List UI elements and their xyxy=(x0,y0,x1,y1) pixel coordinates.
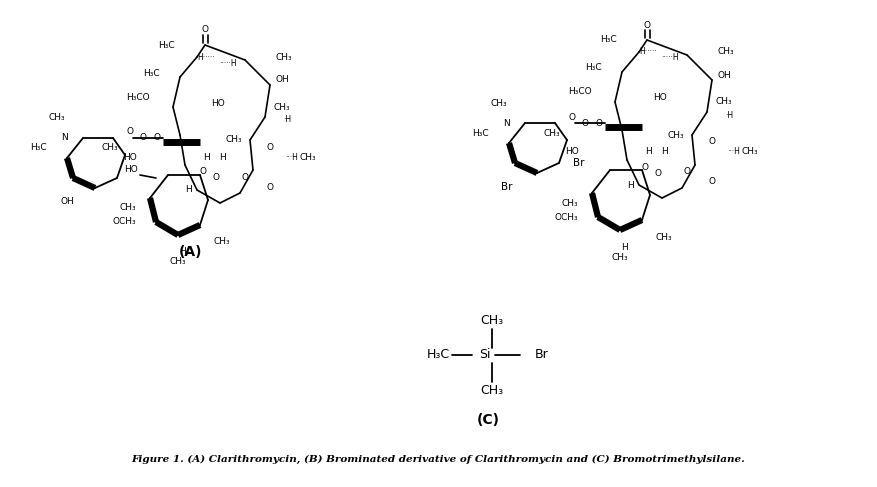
Text: H₃C: H₃C xyxy=(31,144,47,152)
Text: CH₃: CH₃ xyxy=(655,232,672,242)
Text: O: O xyxy=(568,112,575,121)
Text: CH₃: CH₃ xyxy=(561,199,578,207)
Text: CH₃: CH₃ xyxy=(742,148,759,156)
Text: O: O xyxy=(654,169,661,177)
Text: H: H xyxy=(185,186,191,194)
Text: CH₃: CH₃ xyxy=(481,314,503,326)
Text: H₃C: H₃C xyxy=(427,349,450,361)
Text: H: H xyxy=(645,148,652,156)
Text: O: O xyxy=(212,173,219,183)
Text: Br: Br xyxy=(502,182,513,192)
Text: H₃C: H₃C xyxy=(159,40,175,50)
Text: HO: HO xyxy=(211,98,225,108)
Text: ·····H: ·····H xyxy=(219,58,237,68)
Text: CH₃: CH₃ xyxy=(300,152,317,162)
Text: N: N xyxy=(503,118,510,128)
Text: O: O xyxy=(153,133,160,143)
Text: CH₃: CH₃ xyxy=(491,98,507,108)
Text: H₃CO: H₃CO xyxy=(568,88,592,96)
Text: H₃C: H₃C xyxy=(143,69,160,77)
Text: O: O xyxy=(581,118,588,128)
Text: CH₃: CH₃ xyxy=(273,102,289,112)
Text: ···H: ···H xyxy=(285,152,298,162)
Text: H·····: H····· xyxy=(639,48,657,56)
Text: Br: Br xyxy=(574,158,585,168)
Text: N: N xyxy=(61,133,68,143)
Text: O: O xyxy=(241,172,248,182)
Text: CH₃: CH₃ xyxy=(101,144,118,152)
Text: H₃CO: H₃CO xyxy=(126,93,150,101)
Text: CH₃: CH₃ xyxy=(169,258,186,266)
Text: ···H: ···H xyxy=(727,148,740,156)
Text: HO: HO xyxy=(566,148,579,156)
Text: H: H xyxy=(180,247,187,257)
Text: CH₃: CH₃ xyxy=(49,113,65,123)
Text: Br: Br xyxy=(535,349,549,361)
Text: CH₃: CH₃ xyxy=(543,129,560,137)
Text: O: O xyxy=(644,20,651,30)
Text: H·····: H····· xyxy=(197,53,215,61)
Text: CH₃: CH₃ xyxy=(667,131,684,139)
Text: OH: OH xyxy=(717,71,731,79)
Text: OCH₃: OCH₃ xyxy=(554,212,578,222)
Text: H₃C: H₃C xyxy=(585,63,602,73)
Text: O: O xyxy=(267,183,274,191)
Text: O: O xyxy=(126,128,133,136)
Text: O: O xyxy=(683,168,690,176)
Text: (B): (B) xyxy=(875,240,877,254)
Text: CH₃: CH₃ xyxy=(717,48,734,56)
Text: H₃C: H₃C xyxy=(473,129,489,137)
Text: HO: HO xyxy=(125,166,138,174)
Text: OH: OH xyxy=(275,75,289,85)
Text: HO: HO xyxy=(124,152,137,162)
Text: O: O xyxy=(709,177,716,187)
Text: H₃C: H₃C xyxy=(601,36,617,44)
Text: H: H xyxy=(661,148,668,156)
Text: ·H: ·H xyxy=(725,111,733,119)
Text: CH₃: CH₃ xyxy=(213,238,230,246)
Text: Figure 1. (A) Clarithromycin, (B) Brominated derivative of Clarithromycin and (C: Figure 1. (A) Clarithromycin, (B) Bromin… xyxy=(132,454,745,464)
Text: ·H: ·H xyxy=(283,115,291,125)
Text: O: O xyxy=(202,25,209,35)
Text: CH₃: CH₃ xyxy=(275,53,292,61)
Text: O: O xyxy=(199,168,206,176)
Text: O: O xyxy=(139,133,146,143)
Text: HO: HO xyxy=(653,94,667,102)
Text: CH₃: CH₃ xyxy=(481,383,503,396)
Text: (A): (A) xyxy=(178,245,202,259)
Text: H: H xyxy=(627,181,633,189)
Text: (C): (C) xyxy=(476,413,500,427)
Text: O: O xyxy=(595,118,602,128)
Text: ·····H: ·····H xyxy=(661,54,679,62)
Text: O: O xyxy=(641,163,648,171)
Text: OH: OH xyxy=(61,198,74,206)
Text: O: O xyxy=(267,143,274,151)
Text: OCH₃: OCH₃ xyxy=(112,218,136,226)
Text: CH₃: CH₃ xyxy=(715,97,731,107)
Text: H: H xyxy=(622,243,629,251)
Text: O: O xyxy=(709,137,716,147)
Text: H: H xyxy=(203,152,210,162)
Text: Si: Si xyxy=(479,349,491,361)
Text: CH₃: CH₃ xyxy=(225,135,242,145)
Text: CH₃: CH₃ xyxy=(611,252,628,262)
Text: CH₃: CH₃ xyxy=(119,204,136,212)
Text: H: H xyxy=(219,152,226,162)
